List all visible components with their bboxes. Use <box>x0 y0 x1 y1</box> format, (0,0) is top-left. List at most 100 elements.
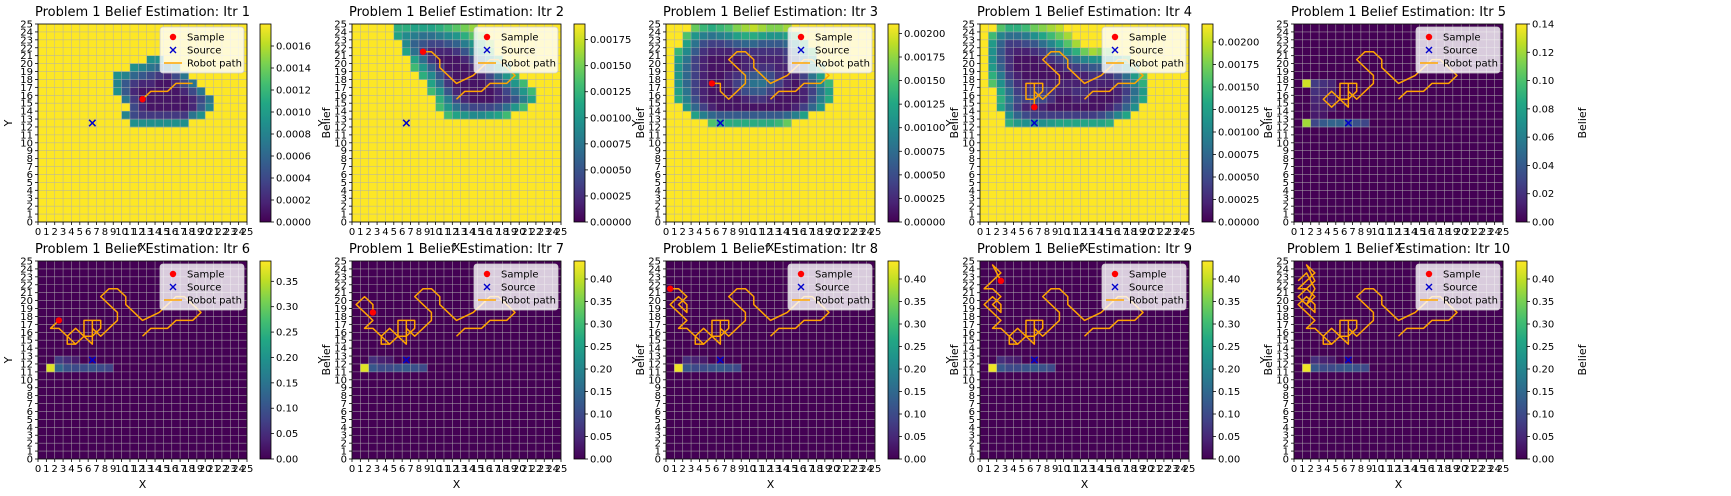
source-marker <box>88 356 97 364</box>
y-tick-label: 20 <box>648 59 661 70</box>
plot-frame <box>1293 23 1504 223</box>
sample-point <box>666 285 674 292</box>
heatmap-cell <box>1013 39 1023 49</box>
y-tick-label: 18 <box>648 75 661 86</box>
heatmap-cell <box>783 79 792 88</box>
legend-sample-label: Sample <box>1129 33 1167 44</box>
y-tick-label: 14 <box>1276 344 1289 355</box>
heatmap-cell <box>699 363 709 373</box>
heatmap-cell <box>757 63 767 72</box>
y-tick-label: 24 <box>20 27 33 38</box>
colorbar-tick-label: 0.40 <box>1218 275 1240 286</box>
legend-sample-marker <box>169 270 177 278</box>
x-tick-label: 17 <box>1430 227 1443 238</box>
legend-source-label: Source <box>187 46 221 57</box>
y-tick-label: 21 <box>962 288 975 299</box>
legend-source-label: Source <box>501 283 535 294</box>
source-marker <box>1344 356 1353 364</box>
x-tick-label: 15 <box>785 227 798 238</box>
y-tick-label: 22 <box>20 43 33 54</box>
heatmap-cell <box>707 24 717 33</box>
y-tick-label: 15 <box>1276 99 1289 110</box>
heatmap-cell <box>774 95 784 104</box>
y-tick-label: 20 <box>334 296 347 307</box>
chart-title: Problem 1 Belief Estimation: Itr 1 <box>35 5 250 20</box>
colorbar-label: Belief <box>320 106 333 138</box>
heatmap-cell <box>485 95 495 104</box>
x-tick-label: 24 <box>860 227 873 238</box>
y-tick-label: 15 <box>334 99 347 110</box>
heatmap-cell <box>1030 71 1039 80</box>
y-tick-label: 23 <box>962 272 975 283</box>
heatmap-cell <box>180 87 189 96</box>
y-tick-label: 8 <box>969 391 975 402</box>
x-tick-label: 1 <box>985 464 991 475</box>
heatmap-cell <box>716 363 725 373</box>
heatmap-cell <box>1013 31 1023 41</box>
y-tick-label: 24 <box>334 27 347 38</box>
y-tick-label: 3 <box>341 431 347 442</box>
y-axis-label: Y <box>1258 356 1271 364</box>
colorbar-tick-label: 0.00000 <box>904 218 945 229</box>
heatmap-cell <box>452 87 461 96</box>
heatmap-cell <box>1038 47 1048 56</box>
heatmap-cell <box>155 71 164 80</box>
y-tick-label: 2 <box>27 202 33 213</box>
y-tick-label: 4 <box>655 186 661 197</box>
heatmap-cell <box>385 363 395 373</box>
x-tick-label: 22 <box>530 227 543 238</box>
heatmap-cell <box>996 71 1006 80</box>
heatmap-cell <box>427 31 436 41</box>
source-marker <box>402 119 411 127</box>
y-tick-label: 14 <box>962 107 975 118</box>
heatmap-cell <box>1071 103 1081 112</box>
x-tick-label: 23 <box>1166 227 1179 238</box>
x-tick-label: 5 <box>1333 464 1339 475</box>
y-tick-label: 1 <box>341 447 347 458</box>
heatmap-cell <box>1327 356 1337 365</box>
y-tick-label: 9 <box>969 146 975 157</box>
heatmap-cell <box>799 103 809 112</box>
heatmap-cell <box>791 79 801 88</box>
x-tick-label: 6 <box>1027 227 1033 238</box>
heatmap-cell <box>1122 95 1131 104</box>
y-tick-label: 13 <box>1276 115 1289 126</box>
legend-sample-marker <box>483 33 491 41</box>
heatmap-cell <box>724 111 734 120</box>
colorbar-tick-label: 0.40 <box>1532 275 1554 286</box>
y-tick-label: 13 <box>962 352 975 363</box>
y-tick-label: 10 <box>648 138 661 149</box>
y-tick-label: 8 <box>27 391 33 402</box>
heatmap-cell <box>393 31 403 41</box>
colorbar-tick-label: 0.00 <box>1218 455 1240 466</box>
y-tick-label: 6 <box>341 407 347 418</box>
x-tick-label: 24 <box>546 464 559 475</box>
heatmap-cell <box>1005 55 1014 64</box>
heatmap-cell <box>757 39 767 49</box>
heatmap-cell <box>377 356 386 365</box>
chart-title: Problem 1 Belief Estimation: Itr 2 <box>349 5 564 20</box>
heatmap-cell <box>699 87 709 96</box>
heatmap-cell <box>1046 103 1056 112</box>
heatmap-cell <box>682 39 692 49</box>
heatmap-cell <box>1038 63 1048 72</box>
x-tick-label: 8 <box>102 464 108 475</box>
colorbar-tick-label: 0.40 <box>904 275 926 286</box>
heatmap-cell <box>766 119 775 128</box>
heatmap-cell <box>716 31 725 41</box>
legend-sample-marker <box>1111 270 1119 278</box>
y-axis-label: Y <box>630 356 643 364</box>
legend-sample-label: Sample <box>187 33 225 44</box>
y-tick-label: 9 <box>1283 383 1289 394</box>
colorbar-label: Belief <box>634 343 647 375</box>
legend-source-label: Source <box>815 46 849 57</box>
heatmap-cell <box>1327 363 1337 373</box>
heatmap-cell <box>485 111 495 120</box>
heatmap-cell <box>196 111 206 120</box>
heatmap-cell <box>749 24 759 33</box>
colorbar-tick-label: 0.08 <box>1532 104 1554 115</box>
x-tick-label: 10 <box>115 464 128 475</box>
x-tick-label: 22 <box>216 227 229 238</box>
heatmap-cell <box>1088 71 1098 80</box>
x-tick-label: 23 <box>852 227 865 238</box>
